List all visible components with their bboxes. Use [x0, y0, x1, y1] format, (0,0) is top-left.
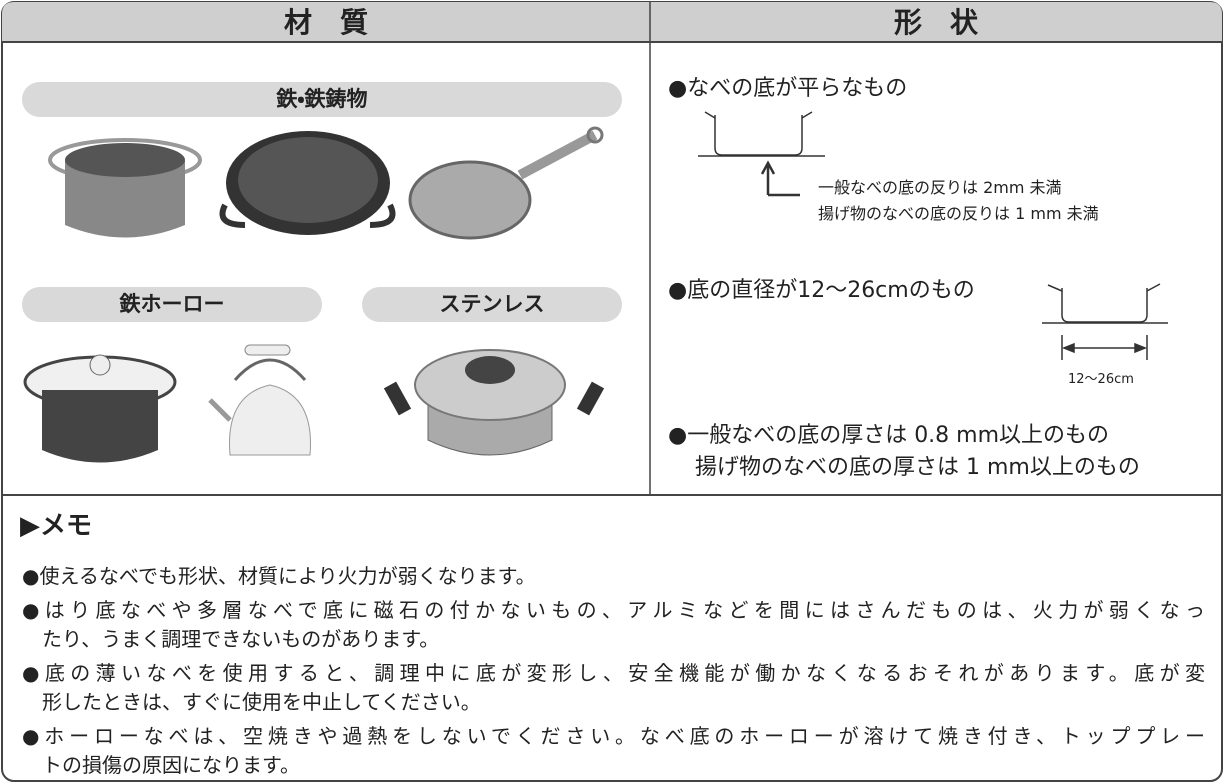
- memo-line: トの損傷の原因になります。: [42, 753, 300, 777]
- header: 材 質: [283, 6, 368, 39]
- enamel-pot-icon: [23, 354, 177, 463]
- stainless-pot-icon: [383, 349, 605, 456]
- header-bg: [2, 2, 1222, 42]
- pot-icon: [48, 138, 202, 238]
- diameter-diagram: [1042, 283, 1168, 360]
- memo-title: ▶メモ: [20, 511, 92, 541]
- material-label: ステンレス: [362, 287, 622, 322]
- memo-line: 形したときは、すぐに使用を中止してください。: [42, 690, 481, 714]
- grill-pan-icon: [219, 131, 396, 235]
- diameter-label: 12～26cm: [1068, 372, 1134, 387]
- memo-line: ●底の薄いなべを使用すると、調理中に底が変形し、安全機能が働かなくなるおそれがあ…: [22, 661, 1205, 685]
- material-label: 鉄・鉄鋳物: [22, 82, 622, 117]
- shape-item: ●底の直径が12～26cmのもの: [668, 278, 975, 303]
- shape-note: 揚げ物のなべの底の反りは 1 mm 未満: [818, 204, 1099, 223]
- flat-diagram: [698, 111, 825, 197]
- shape-item: 揚げ物のなべの底の厚さは 1 mm以上のもの: [695, 455, 1140, 480]
- shape-item: ●一般なべの底の厚さは 0.8 mm以上のもの: [668, 423, 1110, 448]
- memo-line: ●はり底なべや多層なべで底に磁石の付かないもの、アルミなどを間にはさんだものは、…: [22, 598, 1205, 622]
- header: 形 状: [893, 6, 978, 39]
- material-label: 鉄ホーロー: [22, 287, 322, 322]
- kettle-icon: [208, 344, 311, 456]
- shape-item: ●なべの底が平らなもの: [668, 76, 908, 101]
- memo-line: ●ホーローなべは、空焼きや過熱をしないでください。なべ底のホーローが溶けて焼き付…: [22, 724, 1205, 748]
- memo-line: ●使えるなべでも形状、材質により火力が弱くなります。: [22, 564, 536, 588]
- memo-line: たり、うまく調理できないものがあります。: [42, 627, 440, 651]
- shape-note: 一般なべの底の反りは 2mm 未満: [818, 178, 1062, 197]
- frying-pan-icon: [408, 126, 604, 240]
